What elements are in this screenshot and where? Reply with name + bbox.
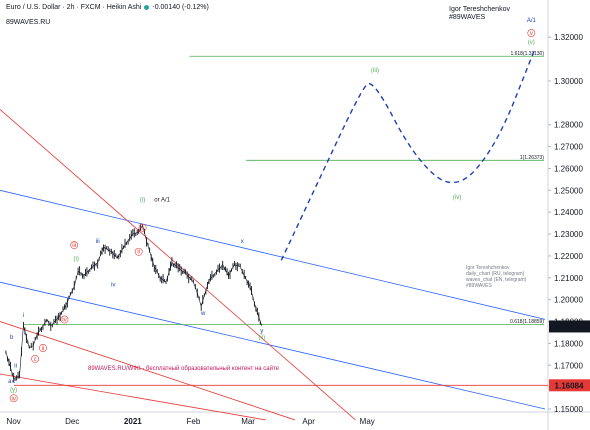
y-tick-label: 1.27000: [554, 143, 583, 152]
wave-label: i: [23, 313, 24, 319]
price-tag-label: 1.16084: [555, 381, 584, 390]
wave-label: (iv): [453, 195, 461, 201]
y-tick-label: 1.30000: [554, 77, 583, 86]
price-change: -0.00140 (-0.12%): [152, 4, 209, 11]
wave-label: c: [34, 357, 37, 363]
wave-label: ii: [14, 363, 17, 369]
price-tag-label: 1.18775: [555, 322, 584, 331]
wave-label: y: [260, 328, 263, 334]
price-tags: 1.18775 1.16084: [549, 320, 590, 392]
wave-label: (y): [10, 388, 17, 394]
y-tick-label: 1.28000: [554, 121, 583, 130]
note-line: waves_chat (EN, telegram): [466, 277, 527, 283]
wiki-caption: 89WAVES.RU/WIKI - бесплатный образовател…: [88, 366, 279, 372]
wave-label: w: [200, 311, 206, 317]
author-tag: #89WAVES: [449, 14, 486, 21]
wave-label: (iii): [371, 68, 379, 74]
x-tick-label: Nov: [7, 417, 21, 426]
brand-watermark: 89WAVES.RU: [6, 19, 51, 26]
fib-level-label: 1.618(1.31130): [510, 51, 544, 57]
x-tick-label: 2021: [124, 417, 142, 426]
price-tag-box: [549, 320, 590, 333]
price-series: [5, 223, 263, 382]
wave-circle-icon: [9, 394, 18, 403]
wave-circle-icon: [70, 241, 79, 250]
author-block: Igor Tereshchenkov #89WAVES: [449, 6, 510, 22]
x-tick-label: Feb: [186, 417, 200, 426]
blue-channel-line: [0, 189, 546, 320]
y-tick-label: 1.18000: [554, 339, 583, 348]
y-tick-label: 1.17000: [554, 361, 583, 370]
wave-label: v: [530, 31, 533, 37]
y-tick-label: 1.23000: [554, 230, 583, 239]
wave-label: (i): [74, 256, 79, 262]
y-tick-label: 1.25000: [554, 186, 583, 195]
blue-channel-line: [0, 281, 546, 410]
wave-label: x: [241, 239, 244, 245]
wave-labels: A/1v(v)(iii)(iv)(i) or A/1xwy(ii)iiiiviii…: [8, 18, 536, 402]
price-axis[interactable]: 1.32000 1.30000 1.28000 1.27000 1.26000 1.250…: [548, 33, 583, 414]
wave-label: (ii): [258, 335, 265, 341]
wave-circle-icon: [60, 315, 69, 324]
y-tick-label: 1.22000: [554, 252, 583, 261]
wave-label: iv: [62, 318, 66, 324]
forecast-path: [280, 47, 536, 261]
wave-label: ii: [137, 250, 140, 256]
wave-label: iii: [72, 243, 76, 249]
x-tick-label: May: [360, 417, 375, 426]
wave-circle-icon: [134, 247, 143, 256]
red-channel-line: [0, 373, 266, 421]
wave-label: A/1: [527, 18, 537, 24]
wave-label: c: [12, 379, 15, 385]
y-tick-label: 1.20000: [554, 296, 583, 305]
note-line: #89WAVES: [466, 283, 492, 289]
price-tag-box: [549, 379, 590, 392]
fib-level-label: 1(1.26373): [520, 155, 545, 161]
wave-label: a: [8, 379, 12, 385]
price-line: [5, 224, 263, 379]
wave-label: (v): [528, 40, 535, 46]
wave-circle-icon: [527, 29, 536, 37]
y-tick-label: 1.32000: [554, 33, 583, 42]
status-dot-icon: [144, 4, 150, 10]
wave-label: (i): [140, 197, 145, 203]
y-tick-label: 1.15000: [554, 405, 583, 414]
x-tick-label: Mar: [241, 417, 255, 426]
wave-label: i: [142, 226, 143, 232]
y-tick-label: 1.24000: [554, 208, 583, 217]
note-line: daily_chart (RU, telegram): [466, 271, 525, 277]
note-line: Igor Tereshchenkov: [466, 265, 510, 271]
fib-level-label: 0.618(1.18859): [510, 319, 544, 325]
symbol-title[interactable]: Euro / U.S. Dollar · 2h · FXCM · Heikin …: [6, 4, 142, 11]
author-name: Igor Tereshchenkov: [449, 6, 510, 13]
forecast-wave-path: [280, 47, 536, 261]
y-tick-label: 1.21000: [554, 274, 583, 283]
wave-label: or A/1: [154, 197, 170, 203]
wave-label: ii: [42, 346, 45, 352]
wave-label: iii: [96, 239, 100, 245]
wave-circle-icon: [138, 223, 147, 232]
wave-label: b: [10, 335, 14, 341]
red-channel-line: [0, 321, 296, 421]
chart-header: Euro / U.S. Dollar · 2h · FXCM · Heikin …: [6, 4, 209, 11]
wave-label: iv: [12, 396, 16, 402]
x-tick-label: Dec: [65, 417, 79, 426]
wave-circle-icon: [39, 344, 47, 352]
x-tick-label: Apr: [302, 417, 315, 426]
author-notes: Igor Tereshchenkov daily_chart (RU, tele…: [466, 265, 526, 289]
wave-label: iv: [111, 283, 115, 289]
time-axis[interactable]: Nov Dec 2021 Feb Mar Apr May: [7, 417, 375, 426]
wave-circle-icon: [31, 354, 40, 363]
y-tick-label: 1.26000: [554, 164, 583, 173]
fibonacci-levels: 1.618(1.31130) 1(1.26373) 0.618(1.18859): [23, 51, 544, 325]
